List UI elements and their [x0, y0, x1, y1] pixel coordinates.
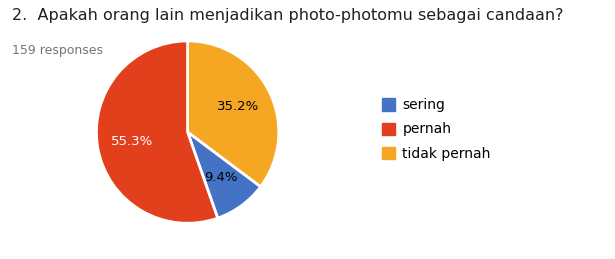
Text: 2.  Apakah orang lain menjadikan photo-photomu sebagai candaan?: 2. Apakah orang lain menjadikan photo-ph… [12, 8, 564, 23]
Text: 159 responses: 159 responses [12, 44, 103, 57]
Text: 35.2%: 35.2% [217, 100, 260, 113]
Legend: sering, pernah, tidak pernah: sering, pernah, tidak pernah [376, 92, 496, 167]
Wedge shape [97, 41, 218, 223]
Wedge shape [188, 132, 261, 218]
Text: 9.4%: 9.4% [204, 171, 238, 184]
Wedge shape [188, 41, 279, 187]
Text: 55.3%: 55.3% [111, 135, 153, 148]
